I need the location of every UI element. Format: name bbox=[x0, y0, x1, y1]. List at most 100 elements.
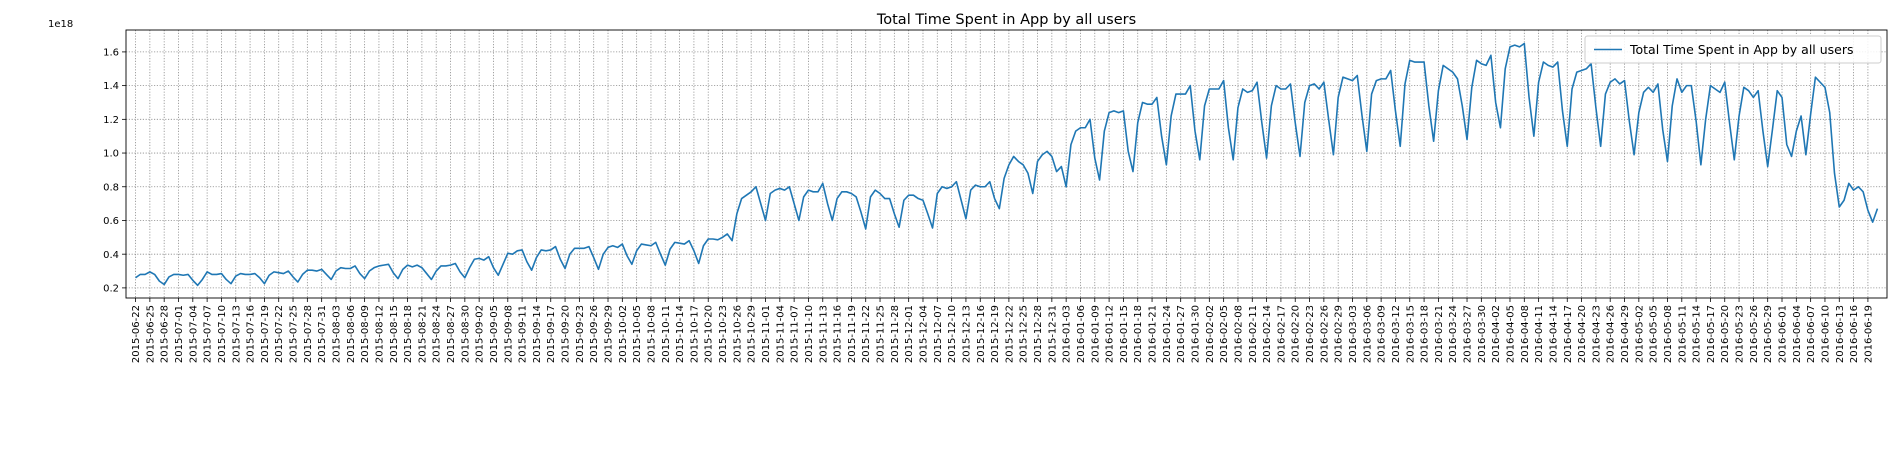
x-tick-label: 2015-12-19 bbox=[990, 305, 1001, 363]
y-axis-offset-label: 1e18 bbox=[48, 19, 73, 30]
x-tick-label: 2016-01-24 bbox=[1162, 305, 1173, 363]
x-tick-label: 2016-02-08 bbox=[1233, 305, 1244, 363]
x-tick-label: 2016-02-05 bbox=[1219, 305, 1230, 363]
x-tick-label: 2015-08-06 bbox=[346, 305, 357, 363]
x-tick-label: 2016-06-10 bbox=[1820, 305, 1831, 363]
x-tick-label: 2015-12-07 bbox=[933, 305, 944, 363]
x-tick-label: 2016-04-14 bbox=[1548, 305, 1559, 363]
x-tick-label: 2015-10-14 bbox=[675, 305, 686, 363]
grid-lines bbox=[126, 30, 1887, 298]
x-tick-label: 2015-11-19 bbox=[847, 305, 858, 363]
x-tick-label: 2015-07-04 bbox=[188, 305, 199, 363]
x-tick-label: 2015-08-09 bbox=[360, 305, 371, 363]
x-tick-label: 2015-09-29 bbox=[604, 305, 615, 363]
x-tick-label: 2016-05-20 bbox=[1720, 305, 1731, 363]
x-tick-label: 2016-01-15 bbox=[1119, 305, 1130, 363]
x-tick-label: 2016-03-18 bbox=[1420, 305, 1431, 363]
x-tick-label: 2015-09-11 bbox=[518, 305, 529, 363]
x-tick-label: 2016-04-23 bbox=[1591, 305, 1602, 363]
x-tick-label: 2016-01-18 bbox=[1133, 305, 1144, 363]
x-tick-label: 2015-10-05 bbox=[632, 305, 643, 363]
x-tick-label: 2015-12-16 bbox=[976, 305, 987, 363]
x-tick-label: 2016-02-23 bbox=[1305, 305, 1316, 363]
x-tick-label: 2016-01-27 bbox=[1176, 305, 1187, 363]
x-tick-label: 2016-04-05 bbox=[1505, 305, 1516, 363]
x-tick-label: 2016-04-29 bbox=[1620, 305, 1631, 363]
x-tick-label: 2015-11-25 bbox=[876, 305, 887, 363]
x-tick-label: 2015-07-16 bbox=[246, 305, 257, 363]
x-tick-label: 2015-09-14 bbox=[532, 305, 543, 363]
y-tick-label: 0.8 bbox=[103, 182, 119, 193]
x-tick-label: 2015-10-02 bbox=[618, 305, 629, 363]
x-tick-label: 2015-08-15 bbox=[389, 305, 400, 363]
x-tick-label: 2016-05-26 bbox=[1749, 305, 1760, 363]
x-tick-label: 2016-02-02 bbox=[1205, 305, 1216, 363]
x-tick-label: 2016-03-21 bbox=[1434, 305, 1445, 363]
x-tick-label: 2016-02-11 bbox=[1248, 305, 1259, 363]
x-tick-label: 2015-10-11 bbox=[661, 305, 672, 363]
x-tick-label: 2015-10-08 bbox=[646, 305, 657, 363]
chart-title: Total Time Spent in App by all users bbox=[876, 12, 1136, 28]
x-tick-label: 2016-03-12 bbox=[1391, 305, 1402, 363]
x-tick-label: 2015-07-10 bbox=[217, 305, 228, 363]
y-tick-label: 1.6 bbox=[103, 48, 119, 59]
x-tick-label: 2015-07-28 bbox=[303, 305, 314, 363]
x-tick-label: 2016-01-30 bbox=[1191, 305, 1202, 363]
x-tick-label: 2015-09-05 bbox=[489, 305, 500, 363]
x-tick-label: 2016-04-26 bbox=[1606, 305, 1617, 363]
x-tick-label: 2015-08-03 bbox=[331, 305, 342, 363]
x-tick-label: 2015-07-01 bbox=[174, 305, 185, 363]
x-tick-label: 2016-03-15 bbox=[1405, 305, 1416, 363]
x-tick-label: 2016-06-19 bbox=[1863, 305, 1874, 363]
x-tick-label: 2015-10-26 bbox=[732, 305, 743, 363]
x-tick-label: 2015-11-04 bbox=[775, 305, 786, 363]
x-tick-label: 2015-10-17 bbox=[689, 305, 700, 363]
x-tick-label: 2015-08-12 bbox=[374, 305, 385, 363]
plot-frame bbox=[125, 29, 1888, 299]
x-tick-label: 2015-11-28 bbox=[890, 305, 901, 363]
x-tick-label: 2016-05-23 bbox=[1735, 305, 1746, 363]
x-tick-label: 2015-11-10 bbox=[804, 305, 815, 363]
x-tick-label: 2016-05-14 bbox=[1692, 305, 1703, 363]
x-tick-label: 2016-01-12 bbox=[1105, 305, 1116, 363]
series-layer bbox=[135, 42, 1879, 287]
x-tick-label: 2015-11-07 bbox=[790, 305, 801, 363]
x-tick-label: 2016-02-26 bbox=[1319, 305, 1330, 363]
x-tick-label: 2015-10-29 bbox=[747, 305, 758, 363]
x-tick-label: 2015-08-21 bbox=[417, 305, 428, 363]
plot-border bbox=[125, 29, 1888, 299]
x-tick-label: 2016-05-17 bbox=[1706, 305, 1717, 363]
legend-box bbox=[1584, 35, 1882, 64]
x-tick-label: 2015-08-27 bbox=[446, 305, 457, 363]
x-tick-label: 2016-05-05 bbox=[1649, 305, 1660, 363]
x-tick-label: 2016-04-02 bbox=[1491, 305, 1502, 363]
x-tick-label: 2015-10-20 bbox=[704, 305, 715, 363]
x-tick-label: 2015-09-23 bbox=[575, 305, 586, 363]
x-tick-label: 2016-06-01 bbox=[1778, 305, 1789, 363]
x-tick-label: 2015-12-28 bbox=[1033, 305, 1044, 363]
x-tick-label: 2015-09-02 bbox=[475, 305, 486, 363]
x-tick-label: 2015-11-22 bbox=[861, 305, 872, 363]
x-tick-label: 2015-12-04 bbox=[918, 305, 929, 363]
x-tick-label: 2015-07-22 bbox=[274, 305, 285, 363]
y-tick-label: 1.2 bbox=[103, 115, 119, 126]
x-tick-label: 2015-06-25 bbox=[145, 305, 156, 363]
x-tick-label: 2015-08-24 bbox=[432, 305, 443, 363]
x-tick-label: 2016-05-29 bbox=[1763, 305, 1774, 363]
y-tick-label: 0.4 bbox=[103, 250, 119, 261]
x-tick-label: 2016-03-09 bbox=[1377, 305, 1388, 363]
x-tick-label: 2016-02-17 bbox=[1276, 305, 1287, 363]
legend: Total Time Spent in App by all users bbox=[1584, 35, 1882, 64]
x-tick-label: 2016-05-08 bbox=[1663, 305, 1674, 363]
legend-label: Total Time Spent in App by all users bbox=[1629, 42, 1854, 57]
x-tick-label: 2016-02-14 bbox=[1262, 305, 1273, 363]
y-tick-label: 0.6 bbox=[103, 216, 119, 227]
x-tick-label: 2016-02-29 bbox=[1334, 305, 1345, 363]
x-tick-label: 2016-03-27 bbox=[1463, 305, 1474, 363]
x-tick-label: 2015-09-17 bbox=[546, 305, 557, 363]
x-tick-label: 2016-03-06 bbox=[1362, 305, 1373, 363]
x-tick-label: 2016-03-24 bbox=[1448, 305, 1459, 363]
x-tick-label: 2016-06-04 bbox=[1792, 305, 1803, 363]
x-tick-label: 2016-05-02 bbox=[1634, 305, 1645, 363]
x-tick-label: 2015-07-13 bbox=[231, 305, 242, 363]
